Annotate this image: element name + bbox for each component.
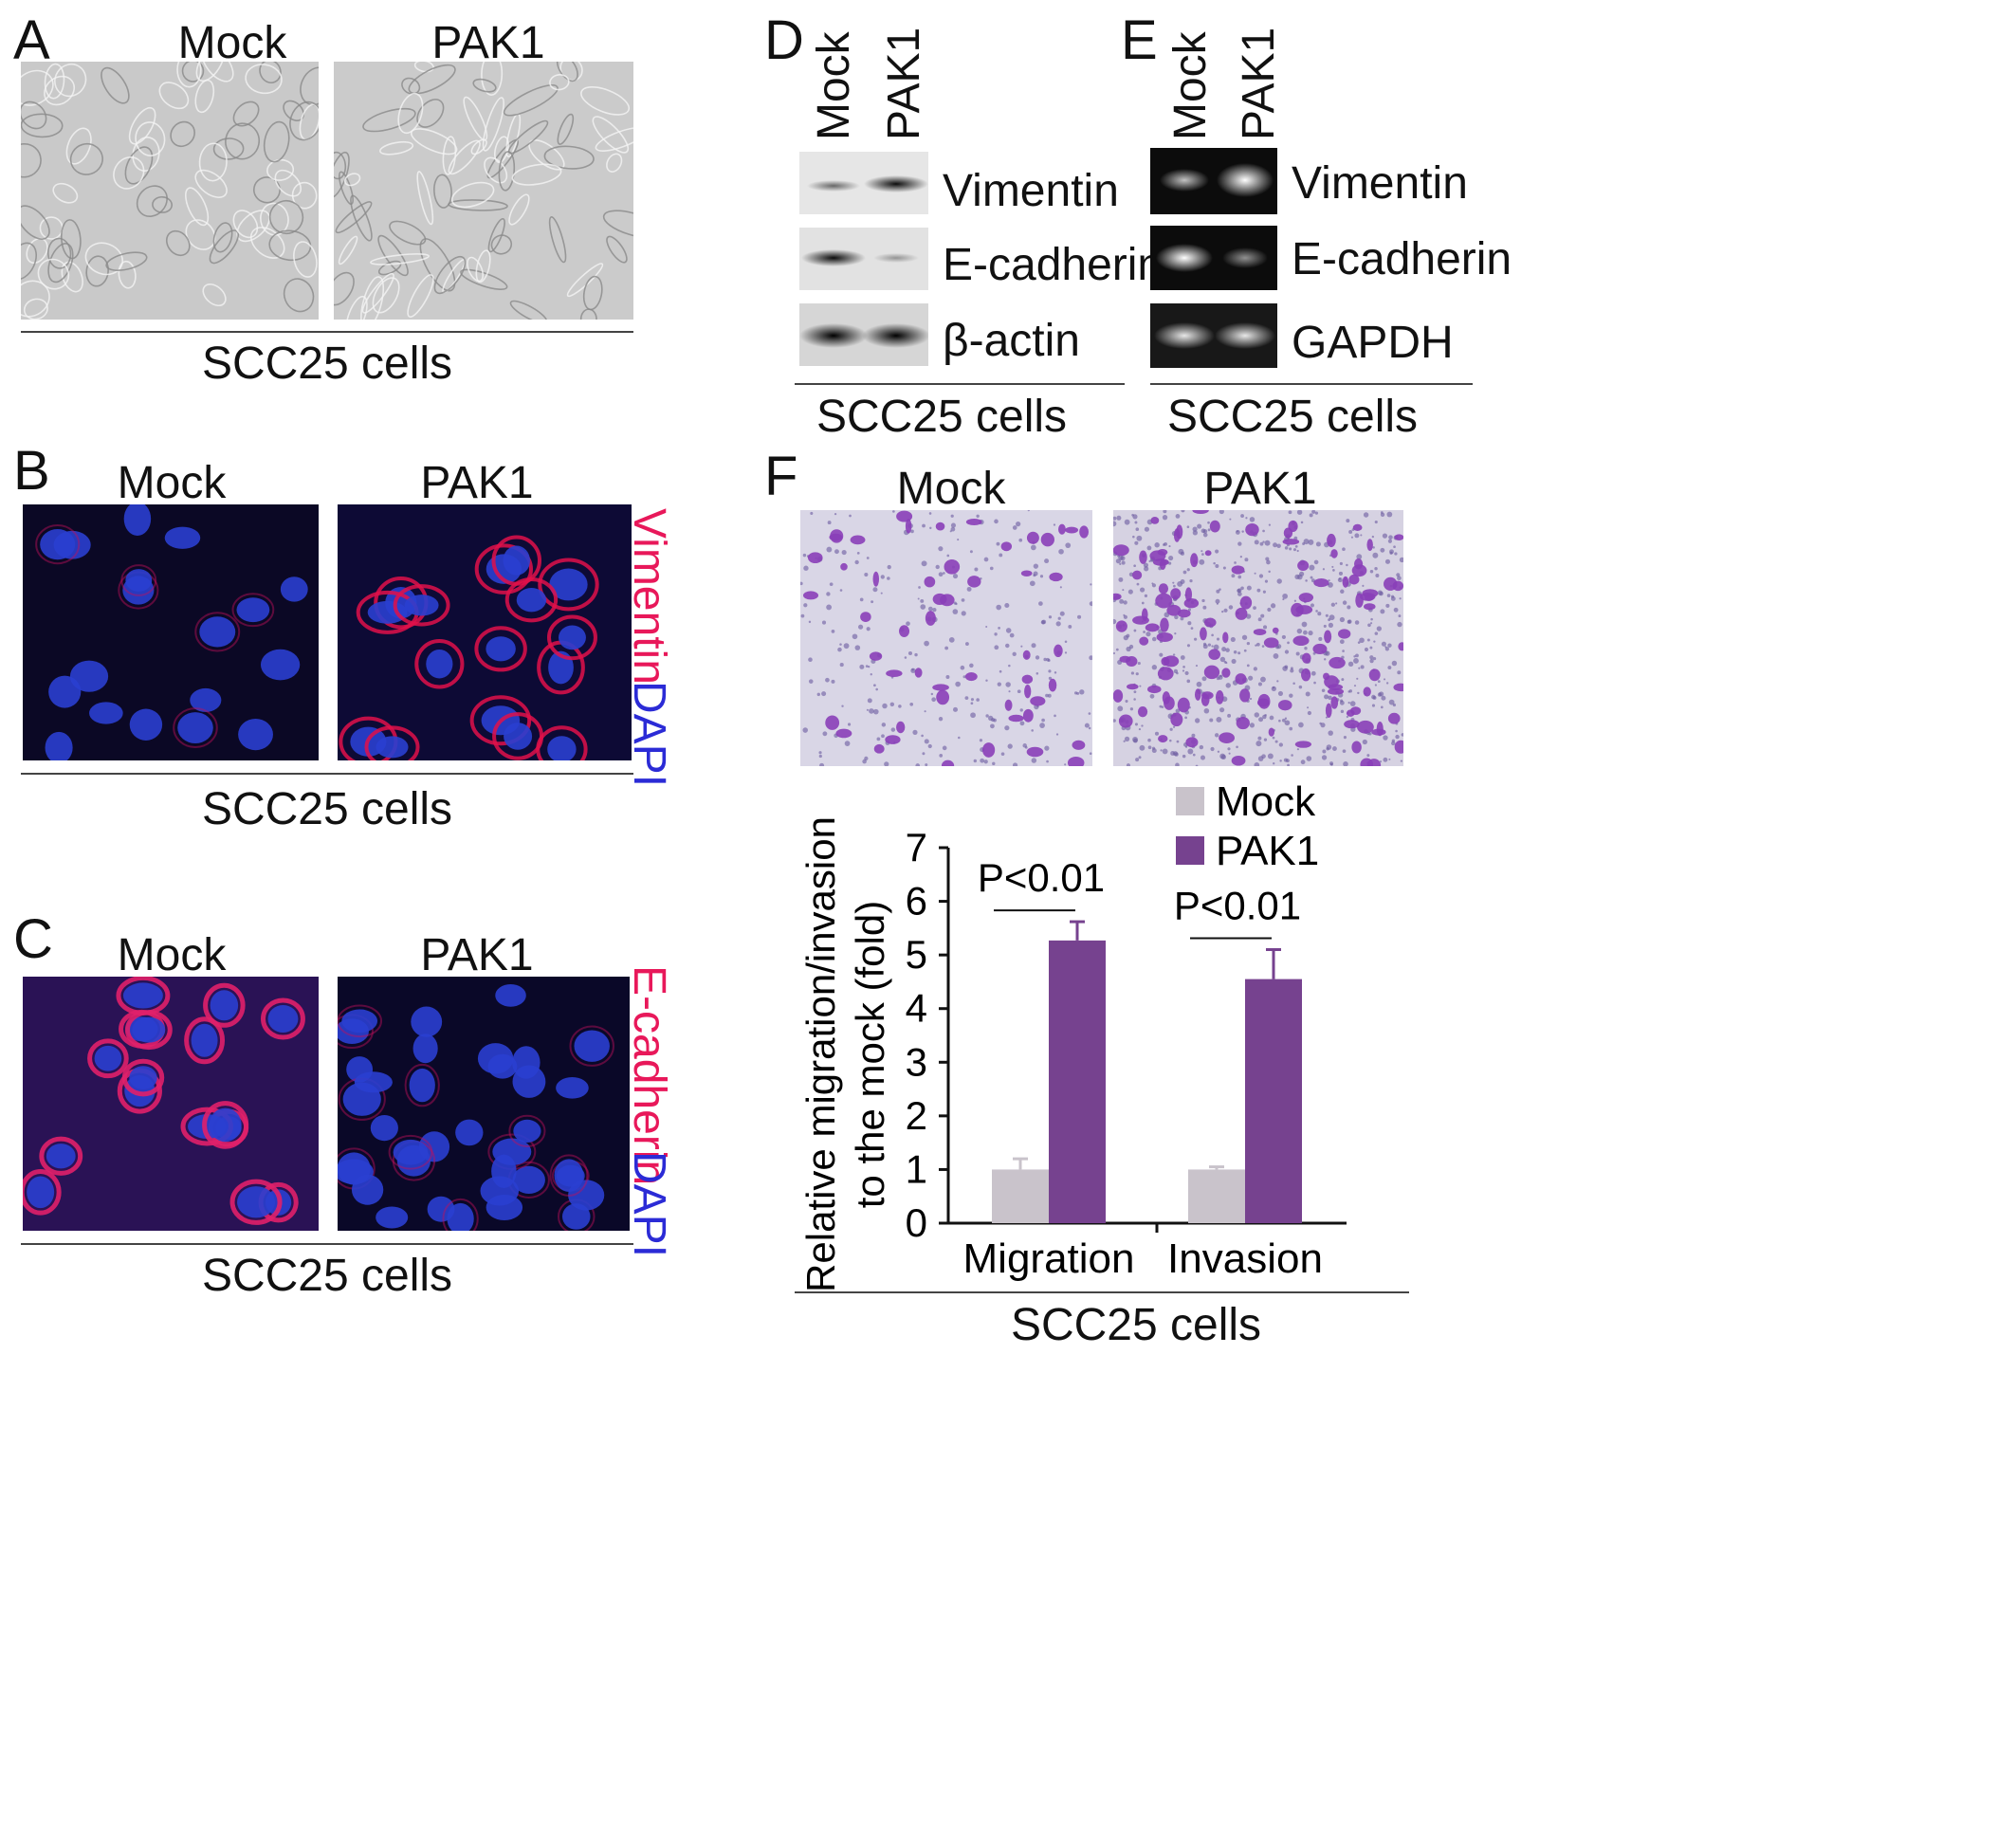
- panel-letter-b: B: [13, 440, 50, 502]
- bar-chart-svg: 0 1 2 3 4 5 6 7 Relative migration/invasion to th…: [798, 778, 1347, 1292]
- panel-c-pak1-fluorescence: [338, 977, 630, 1231]
- panel-f-divider: [795, 1291, 1409, 1293]
- panel-f-mock-label: Mock: [896, 464, 1006, 514]
- y-tick-label: 1: [906, 1146, 927, 1191]
- y-tick-label: 7: [906, 825, 927, 869]
- panel-e-gel-vimentin: [1150, 148, 1277, 214]
- panel-f-mock-transwell: [800, 510, 1092, 766]
- legend-label-pak1: PAK1: [1216, 828, 1319, 874]
- x-tick-label: Invasion: [1167, 1235, 1323, 1282]
- panel-d-lane-pak1: PAK1: [879, 27, 929, 140]
- panel-f-pak1-label: PAK1: [1203, 464, 1317, 514]
- bar-invasion-pak1: [1245, 979, 1302, 1223]
- panel-d-blot-vimentin: [799, 152, 928, 214]
- panel-d-blot-actin: [799, 303, 928, 366]
- panel-f-pak1-transwell: [1113, 510, 1403, 766]
- panel-f-caption: SCC25 cells: [1010, 1300, 1262, 1350]
- y-tick-label: 2: [906, 1093, 927, 1138]
- panel-b-mock-fluorescence: [23, 504, 319, 760]
- panel-c-divider: [21, 1243, 633, 1245]
- panel-e-gel-gapdh: [1150, 303, 1277, 368]
- panel-e-band-ecadherin-label: E-cadherin: [1292, 234, 1512, 284]
- panel-c-mock-fluorescence: [23, 977, 319, 1231]
- panel-e-lane-pak1: PAK1: [1234, 27, 1284, 140]
- y-tick-label: 6: [906, 879, 927, 924]
- panel-f-bar-chart: 0 1 2 3 4 5 6 7 Relative migration/invasion to th…: [797, 778, 1479, 1821]
- panel-c-caption: SCC25 cells: [201, 1251, 453, 1301]
- panel-letter-c: C: [13, 908, 53, 970]
- y-axis-label-line1: Relative migration/invasion: [798, 816, 843, 1292]
- panel-b-vimentin-stain-label: Vimentin: [624, 508, 674, 685]
- panel-d-band-vimentin-label: Vimentin: [943, 166, 1119, 216]
- legend-swatch-pak1: [1176, 836, 1204, 865]
- panel-d-divider: [795, 383, 1125, 385]
- significance-label: P<0.01: [978, 855, 1105, 900]
- panel-b-caption: SCC25 cells: [201, 784, 453, 834]
- bar-invasion-mock: [1188, 1169, 1245, 1223]
- y-tick-label: 0: [906, 1200, 927, 1245]
- y-tick-label: 3: [906, 1039, 927, 1084]
- x-tick-label: Migration: [963, 1235, 1135, 1282]
- panel-d-lane-mock: Mock: [809, 31, 859, 140]
- panel-c-dapi-stain-label: DAPI: [624, 1151, 674, 1258]
- bar-migration-mock: [992, 1169, 1049, 1223]
- panel-e-band-gapdh-label: GAPDH: [1292, 318, 1454, 368]
- panel-a-mock-label: Mock: [177, 18, 287, 68]
- panel-d-band-actin-label: β-actin: [943, 316, 1080, 366]
- panel-a-divider: [21, 331, 633, 333]
- panel-letter-d: D: [764, 9, 804, 71]
- panel-e-gel-ecadherin: [1150, 226, 1277, 290]
- panel-c-mock-label: Mock: [117, 930, 227, 980]
- panel-e-caption: SCC25 cells: [1166, 392, 1419, 442]
- panel-d-caption: SCC25 cells: [816, 392, 1068, 442]
- panel-b-pak1-label: PAK1: [420, 458, 534, 508]
- legend-label-mock: Mock: [1216, 778, 1316, 825]
- panel-b-pak1-fluorescence: [338, 504, 632, 760]
- panel-a-caption: SCC25 cells: [201, 339, 453, 389]
- panel-a-mock-micrograph: [21, 62, 319, 320]
- legend-swatch-mock: [1176, 787, 1204, 815]
- y-tick-label: 5: [906, 932, 927, 977]
- panel-letter-e: E: [1121, 9, 1158, 71]
- y-tick-label: 4: [906, 986, 927, 1031]
- panel-a-pak1-micrograph: [334, 62, 633, 320]
- panel-e-divider: [1150, 383, 1473, 385]
- panel-a-pak1-label: PAK1: [431, 18, 545, 68]
- bar-migration-pak1: [1049, 940, 1106, 1223]
- panel-e-band-vimentin-label: Vimentin: [1292, 158, 1468, 209]
- y-axis-label-line2: to the mock (fold): [848, 901, 892, 1208]
- panel-d-band-ecadherin-label: E-cadherin: [943, 240, 1164, 290]
- panel-letter-a: A: [13, 9, 50, 71]
- panel-letter-f: F: [764, 446, 798, 507]
- significance-label: P<0.01: [1174, 883, 1301, 927]
- panel-e-lane-mock: Mock: [1165, 31, 1216, 140]
- panel-c-pak1-label: PAK1: [420, 930, 534, 980]
- panel-b-dapi-stain-label: DAPI: [624, 681, 674, 788]
- panel-b-divider: [21, 773, 633, 775]
- panel-d-blot-ecadherin: [799, 228, 928, 290]
- panel-b-mock-label: Mock: [117, 458, 227, 508]
